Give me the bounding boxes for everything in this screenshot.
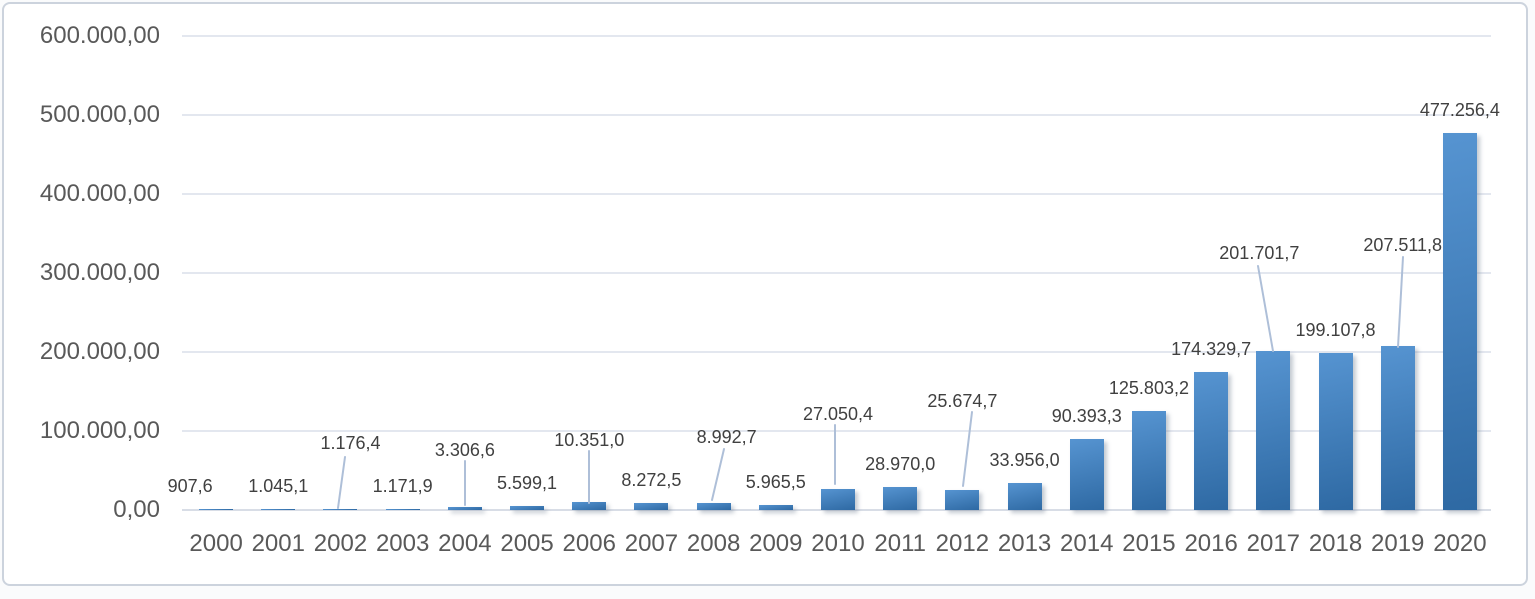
chart-frame (2, 2, 1528, 586)
